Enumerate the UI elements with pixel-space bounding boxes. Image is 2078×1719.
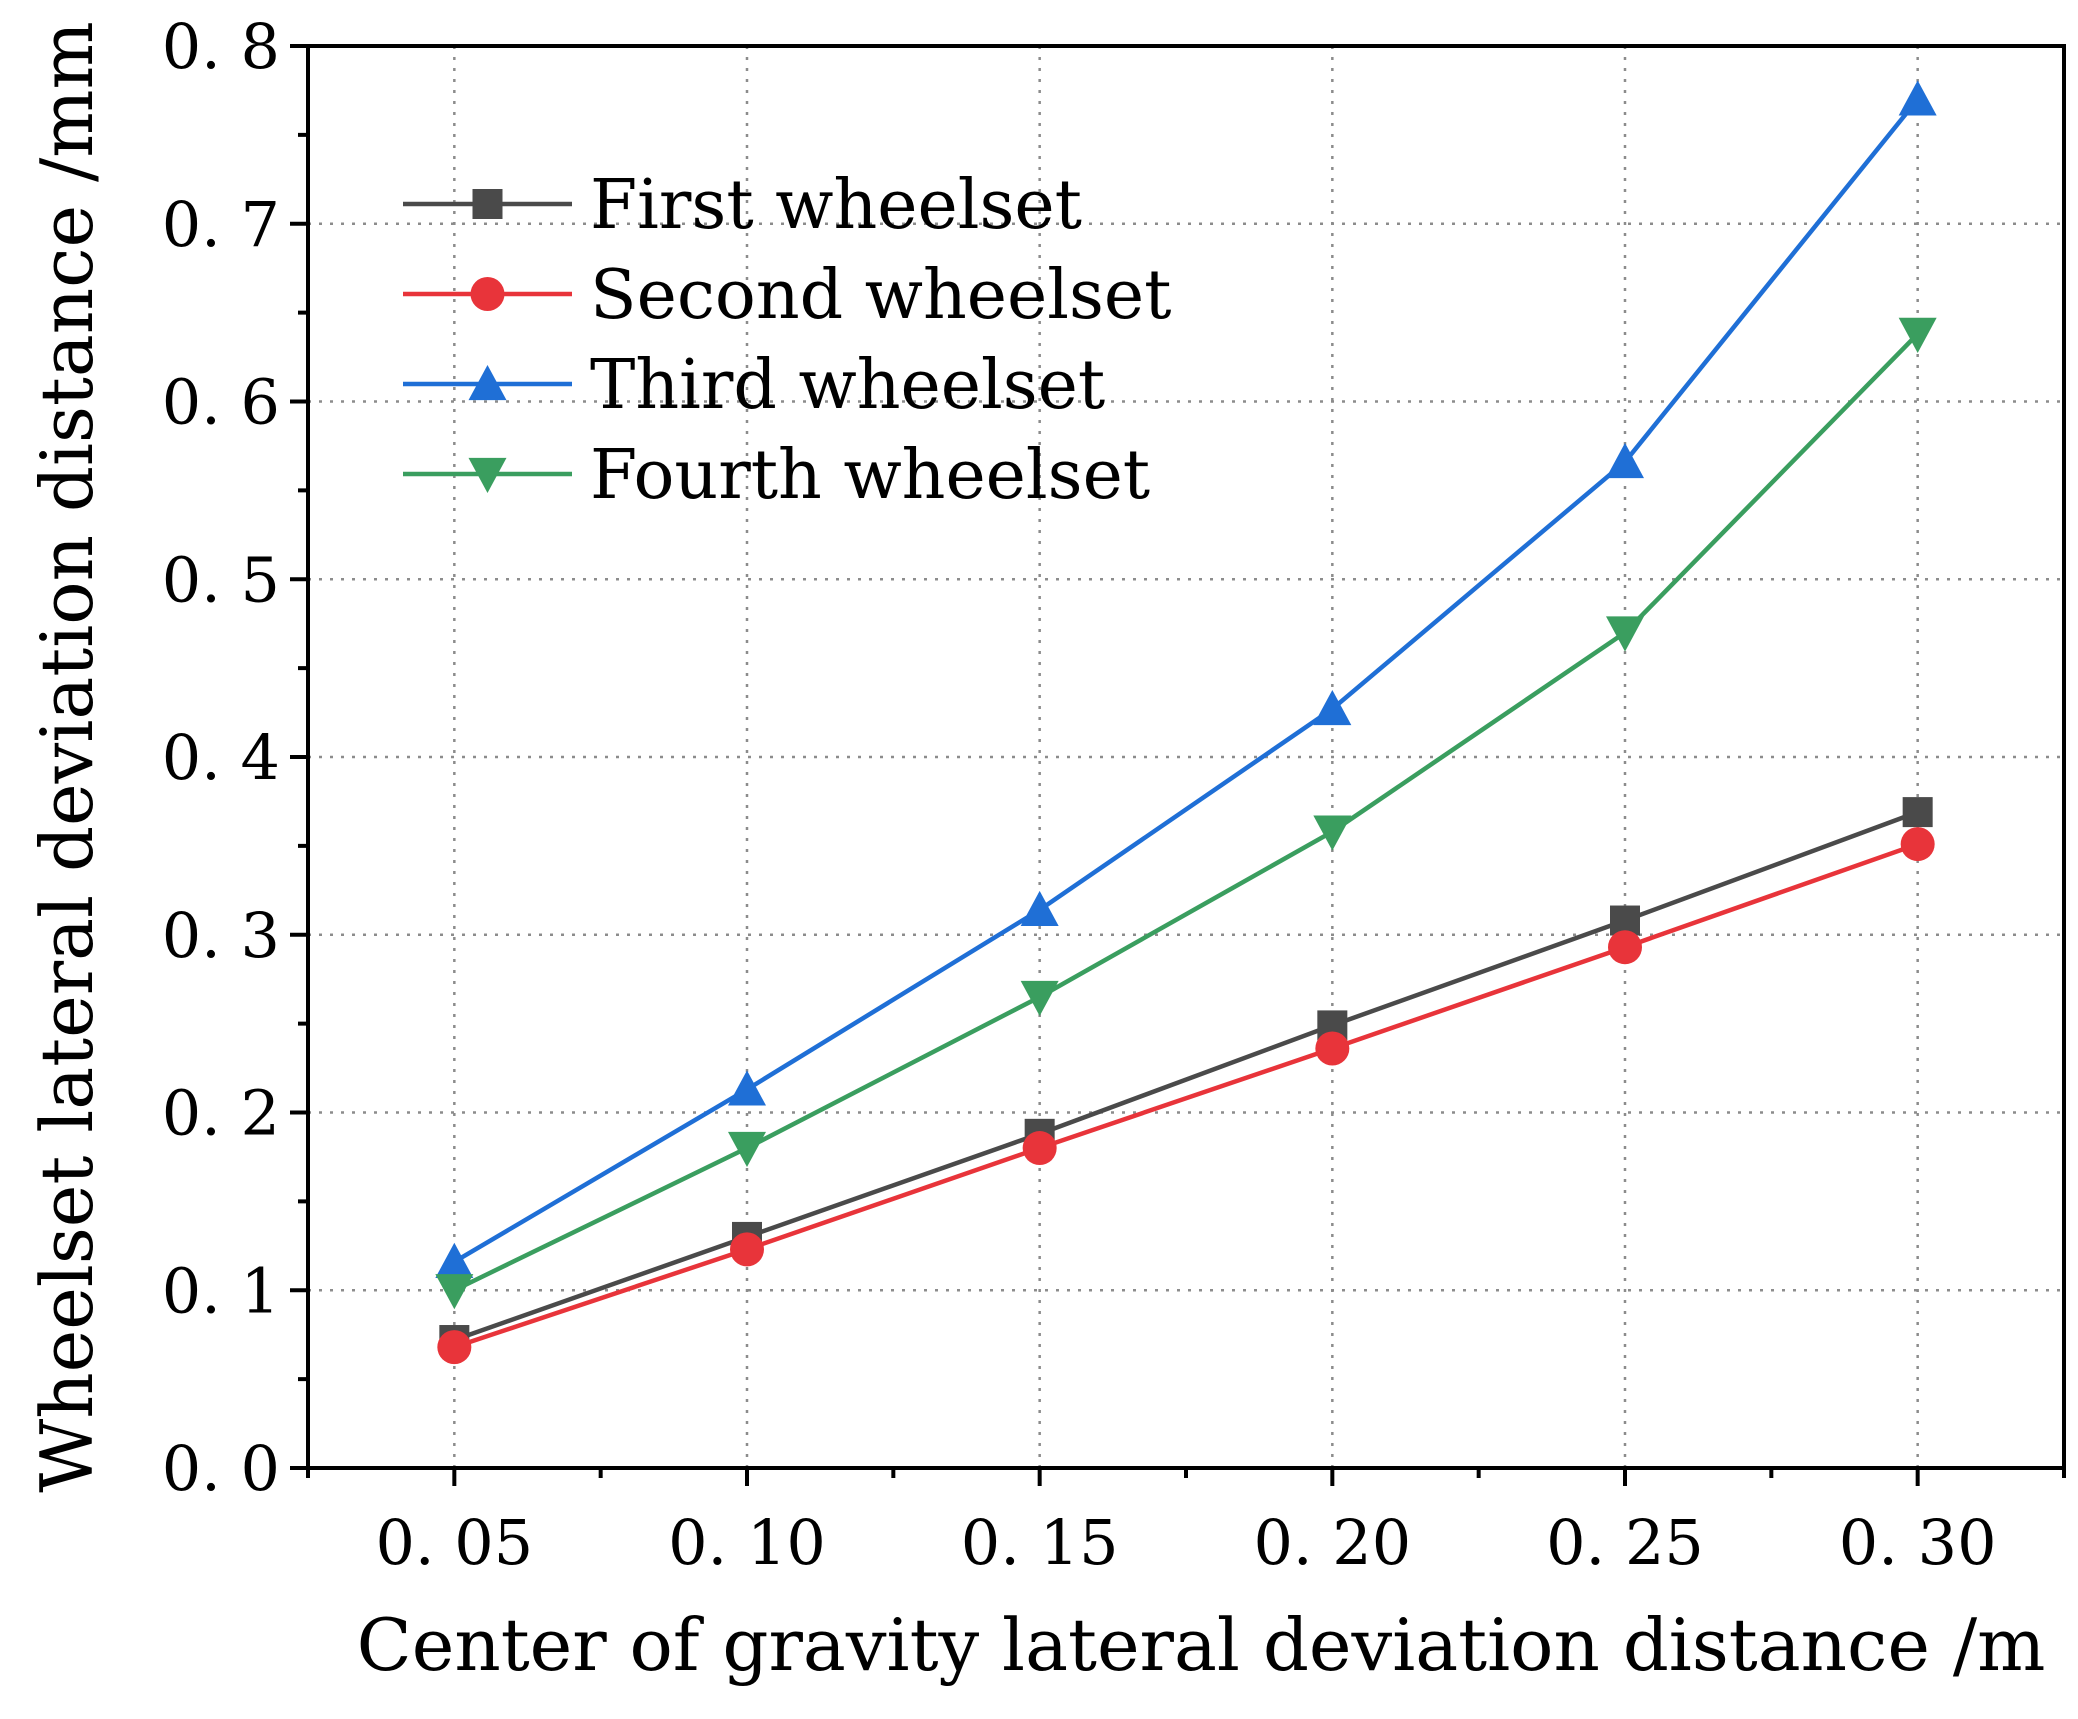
legend-marker-icon xyxy=(472,189,503,219)
x-tick-label: 0. 25 xyxy=(1546,1506,1704,1579)
legend-item: Fourth wheelset xyxy=(403,436,1150,515)
data-point xyxy=(1020,890,1059,927)
y-axis-title: Wheelset lateral deviation distance /mm xyxy=(25,21,109,1493)
series-3 xyxy=(435,80,1937,1278)
legend-label: First wheelset xyxy=(590,166,1082,245)
data-point xyxy=(1902,797,1933,828)
series-line xyxy=(453,841,1919,1350)
data-point xyxy=(1315,1031,1350,1066)
data-point xyxy=(435,1242,474,1278)
data-point xyxy=(1606,616,1644,652)
series-1 xyxy=(439,797,1933,1356)
data-point xyxy=(728,1131,766,1168)
x-tick-label: 0. 15 xyxy=(961,1506,1119,1579)
data-point xyxy=(730,1232,764,1267)
data-point xyxy=(1606,442,1644,479)
x-axis-title: Center of gravity lateral deviation dist… xyxy=(357,1603,2046,1687)
plot-frame xyxy=(306,44,2066,1470)
x-tick-label: 0. 30 xyxy=(1839,1506,1997,1579)
series-4 xyxy=(435,317,1937,1310)
series-2 xyxy=(437,827,1935,1365)
data-point xyxy=(437,1330,472,1365)
data-point xyxy=(1022,1131,1057,1166)
y-tick-label: 0. 3 xyxy=(162,899,280,972)
y-tick-label: 0. 0 xyxy=(162,1432,280,1505)
x-tick-label: 0. 05 xyxy=(375,1506,533,1579)
data-point xyxy=(728,1070,766,1106)
legend-marker-icon xyxy=(470,277,505,311)
data-point xyxy=(1900,827,1935,862)
series-layer xyxy=(435,80,1937,1365)
data-point xyxy=(1898,317,1937,353)
y-tick-label: 0. 8 xyxy=(162,10,280,83)
legend-item: Third wheelset xyxy=(403,346,1105,425)
y-tick-label: 0. 4 xyxy=(162,721,280,794)
x-tick-label: 0. 10 xyxy=(668,1506,826,1579)
legend-label: Second wheelset xyxy=(590,256,1172,335)
legend-item: First wheelset xyxy=(403,166,1082,245)
legend-item: Second wheelset xyxy=(403,256,1172,335)
data-point xyxy=(1020,980,1059,1016)
legend: First wheelset Second wheelset Third wheel… xyxy=(403,166,1172,515)
y-tick-label: 0. 5 xyxy=(162,543,280,616)
legend-marker-icon xyxy=(468,365,507,401)
series-line xyxy=(453,97,1920,1264)
y-tick-label: 0. 2 xyxy=(162,1077,280,1150)
data-point xyxy=(435,1274,474,1310)
grid-layer xyxy=(308,46,2064,1468)
x-tick-label: 0. 20 xyxy=(1253,1506,1411,1579)
y-tick-label: 0. 6 xyxy=(162,366,280,439)
legend-marker-icon xyxy=(468,457,507,493)
data-point xyxy=(1608,930,1642,965)
series-line xyxy=(453,332,1920,1293)
data-point xyxy=(1313,690,1352,726)
data-point xyxy=(1313,815,1352,851)
legend-label: Third wheelset xyxy=(590,346,1105,425)
legend-label: Fourth wheelset xyxy=(590,436,1150,515)
y-tick-label: 0. 1 xyxy=(162,1254,280,1327)
y-tick-label: 0. 7 xyxy=(162,188,280,261)
data-point xyxy=(1898,80,1937,116)
axes: 0. 0 0. 1 0. 2 0. 3 0. 4 0. 5 0. 6 0. 7 0. 8 0. 0… xyxy=(162,10,2066,1579)
series-line xyxy=(453,809,1919,1343)
